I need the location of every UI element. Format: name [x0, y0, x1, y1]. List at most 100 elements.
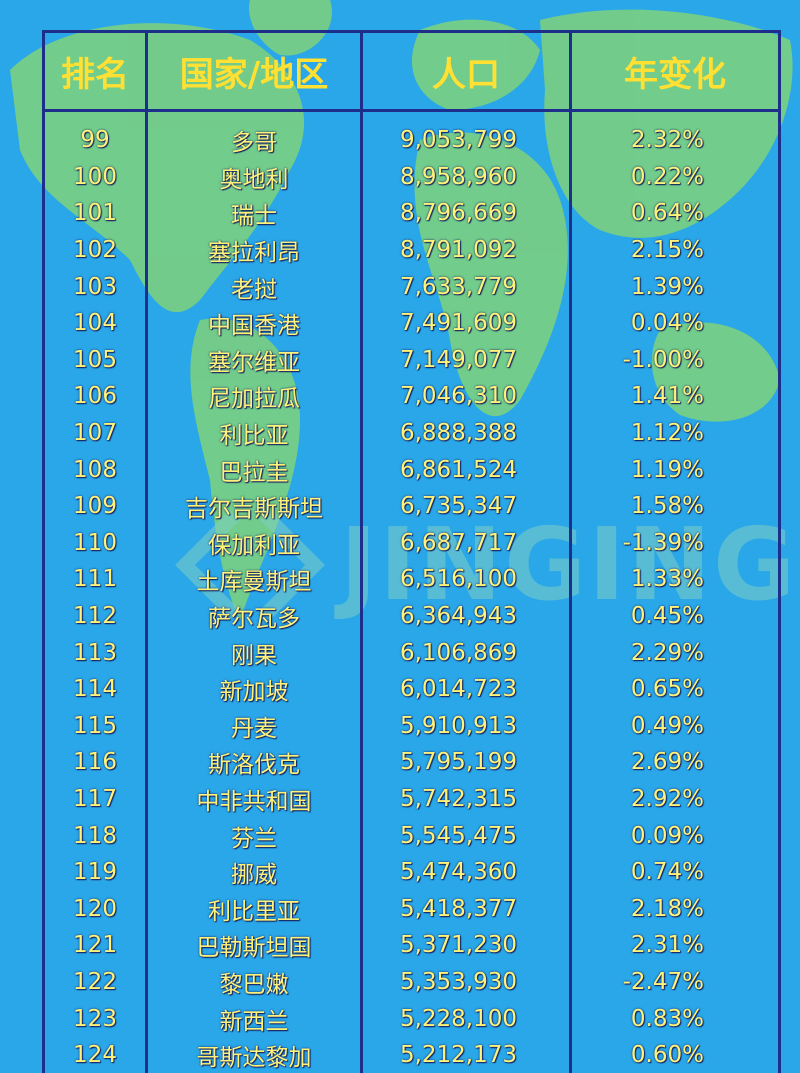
cell-population: 8,796,669	[360, 195, 572, 232]
cell-population: 5,742,315	[360, 780, 572, 818]
table-row: 102 塞拉利昂 8,791,092 2.15%	[42, 231, 781, 269]
cell-change: 1.19%	[569, 451, 781, 488]
cell-population: 7,046,310	[360, 378, 572, 415]
cell-rank: 110	[42, 524, 148, 562]
cell-change: 0.49%	[569, 707, 781, 745]
cell-change: 0.09%	[569, 817, 781, 854]
cell-population: 7,491,609	[360, 304, 572, 342]
table-row: 112 萨尔瓦多 6,364,943 0.45%	[42, 597, 781, 635]
table-row: 118 芬兰 5,545,475 0.09%	[42, 817, 781, 854]
table-row: 104 中国香港 7,491,609 0.04%	[42, 304, 781, 342]
header-population: 人口	[360, 30, 572, 112]
cell-rank: 108	[42, 451, 148, 488]
cell-population: 5,910,913	[360, 707, 572, 745]
cell-country: 瑞士	[145, 195, 363, 232]
cell-change: -1.39%	[569, 524, 781, 562]
cell-rank: 99	[42, 122, 148, 159]
cell-country: 挪威	[145, 853, 363, 891]
cell-change: 1.12%	[569, 414, 781, 452]
cell-population: 9,053,799	[360, 122, 572, 159]
cell-country: 斯洛伐克	[145, 744, 363, 781]
header-change: 年变化	[569, 30, 781, 112]
cell-country: 刚果	[145, 634, 363, 671]
cell-population: 5,212,173	[360, 1036, 572, 1073]
table-row: 106 尼加拉瓜 7,046,310 1.41%	[42, 378, 781, 415]
cell-country: 奥地利	[145, 158, 363, 196]
table-row: 116 斯洛伐克 5,795,199 2.69%	[42, 744, 781, 781]
table-row: 119 挪威 5,474,360 0.74%	[42, 853, 781, 891]
cell-rank: 124	[42, 1036, 148, 1073]
cell-change: 0.60%	[569, 1036, 781, 1073]
cell-rank: 113	[42, 634, 148, 671]
cell-rank: 117	[42, 780, 148, 818]
table-row: 100 奥地利 8,958,960 0.22%	[42, 158, 781, 196]
cell-country: 巴拉圭	[145, 451, 363, 488]
cell-country: 利比里亚	[145, 890, 363, 928]
cell-population: 5,474,360	[360, 853, 572, 891]
cell-rank: 118	[42, 817, 148, 854]
table-row: 105 塞尔维亚 7,149,077 -1.00%	[42, 341, 781, 379]
cell-change: 0.74%	[569, 853, 781, 891]
cell-rank: 102	[42, 231, 148, 269]
cell-change: 0.45%	[569, 597, 781, 635]
cell-population: 5,418,377	[360, 890, 572, 928]
cell-rank: 105	[42, 341, 148, 379]
cell-country: 利比亚	[145, 414, 363, 452]
table-row: 121 巴勒斯坦国 5,371,230 2.31%	[42, 927, 781, 964]
table-header-row: 排名 国家/地区 人口 年变化	[42, 30, 781, 112]
cell-change: 1.33%	[569, 561, 781, 598]
population-table: 排名 国家/地区 人口 年变化 99 多哥 9,053,799 2.32% 100 奥地利…	[42, 30, 781, 1073]
cell-country: 保加利亚	[145, 524, 363, 562]
table-row: 108 巴拉圭 6,861,524 1.19%	[42, 451, 781, 488]
table-row: 107 利比亚 6,888,388 1.12%	[42, 414, 781, 452]
cell-country: 中国香港	[145, 304, 363, 342]
cell-country: 吉尔吉斯斯坦	[145, 487, 363, 525]
header-country: 国家/地区	[145, 30, 363, 112]
cell-country: 丹麦	[145, 707, 363, 745]
cell-rank: 116	[42, 744, 148, 781]
cell-change: 2.31%	[569, 927, 781, 964]
cell-population: 6,735,347	[360, 487, 572, 525]
cell-country: 土库曼斯坦	[145, 561, 363, 598]
cell-population: 8,791,092	[360, 231, 572, 269]
cell-country: 塞拉利昂	[145, 231, 363, 269]
cell-population: 6,687,717	[360, 524, 572, 562]
cell-change: 2.32%	[569, 122, 781, 159]
cell-change: 2.15%	[569, 231, 781, 269]
cell-population: 6,106,869	[360, 634, 572, 671]
cell-rank: 115	[42, 707, 148, 745]
table-row: 111 土库曼斯坦 6,516,100 1.33%	[42, 561, 781, 598]
cell-country: 巴勒斯坦国	[145, 927, 363, 964]
cell-rank: 111	[42, 561, 148, 598]
header-rank: 排名	[42, 30, 148, 112]
cell-population: 5,795,199	[360, 744, 572, 781]
cell-country: 黎巴嫩	[145, 963, 363, 1001]
table-row: 124 哥斯达黎加 5,212,173 0.60%	[42, 1036, 781, 1073]
table-row: 101 瑞士 8,796,669 0.64%	[42, 195, 781, 232]
cell-rank: 103	[42, 268, 148, 305]
cell-country: 萨尔瓦多	[145, 597, 363, 635]
cell-country: 芬兰	[145, 817, 363, 854]
cell-population: 6,516,100	[360, 561, 572, 598]
table-row: 99 多哥 9,053,799 2.32%	[42, 122, 781, 159]
cell-change: 2.92%	[569, 780, 781, 818]
cell-population: 6,014,723	[360, 670, 572, 708]
cell-population: 5,545,475	[360, 817, 572, 854]
cell-rank: 123	[42, 1000, 148, 1037]
table-row: 109 吉尔吉斯斯坦 6,735,347 1.58%	[42, 487, 781, 525]
cell-country: 尼加拉瓜	[145, 378, 363, 415]
cell-rank: 114	[42, 670, 148, 708]
cell-population: 7,633,779	[360, 268, 572, 305]
spacer-row	[42, 110, 781, 122]
table-row: 110 保加利亚 6,687,717 -1.39%	[42, 524, 781, 562]
cell-population: 5,353,930	[360, 963, 572, 1001]
cell-change: 0.04%	[569, 304, 781, 342]
cell-change: 2.18%	[569, 890, 781, 928]
table-row: 123 新西兰 5,228,100 0.83%	[42, 1000, 781, 1037]
cell-change: 2.29%	[569, 634, 781, 671]
cell-country: 新西兰	[145, 1000, 363, 1037]
table-row: 103 老挝 7,633,779 1.39%	[42, 268, 781, 305]
cell-change: 0.65%	[569, 670, 781, 708]
cell-population: 8,958,960	[360, 158, 572, 196]
cell-change: 0.83%	[569, 1000, 781, 1037]
